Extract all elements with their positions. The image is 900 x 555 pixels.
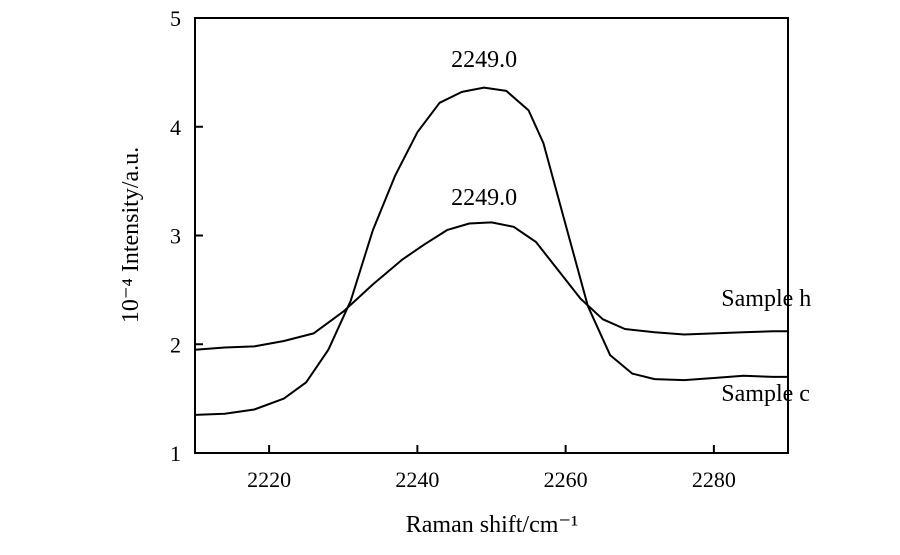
x-tick-label: 2280: [692, 467, 736, 492]
series-line-sample-c: [194, 86, 788, 416]
y-tick-label: 4: [170, 115, 181, 140]
peak-label: 2249.0: [451, 47, 517, 73]
x-axis-title: Raman shift/cm⁻¹: [406, 512, 579, 538]
series-lines: [194, 86, 788, 416]
peak-label: 2249.0: [451, 185, 517, 211]
x-tick-label: 2220: [247, 467, 291, 492]
annotations: 2249.0 2249.0 Sample h Sample c: [451, 47, 811, 407]
plot-frame: [194, 17, 789, 454]
axis-ticks: 2220 2240 2260 2280 1 2 3 4 5: [170, 6, 736, 492]
x-tick-label: 2260: [544, 467, 588, 492]
y-tick-label: 2: [170, 332, 181, 357]
plot-area: [194, 17, 789, 454]
x-tick-label: 2240: [395, 467, 439, 492]
y-tick-label: 1: [170, 441, 181, 466]
series-line-sample-h: [194, 221, 788, 351]
series-label: Sample h: [721, 286, 811, 312]
y-tick-label: 3: [170, 224, 181, 249]
series-label: Sample c: [721, 381, 810, 407]
y-tick-label: 5: [170, 6, 181, 31]
y-axis-title: 10⁻⁴ Intensity/a.u.: [118, 147, 144, 323]
